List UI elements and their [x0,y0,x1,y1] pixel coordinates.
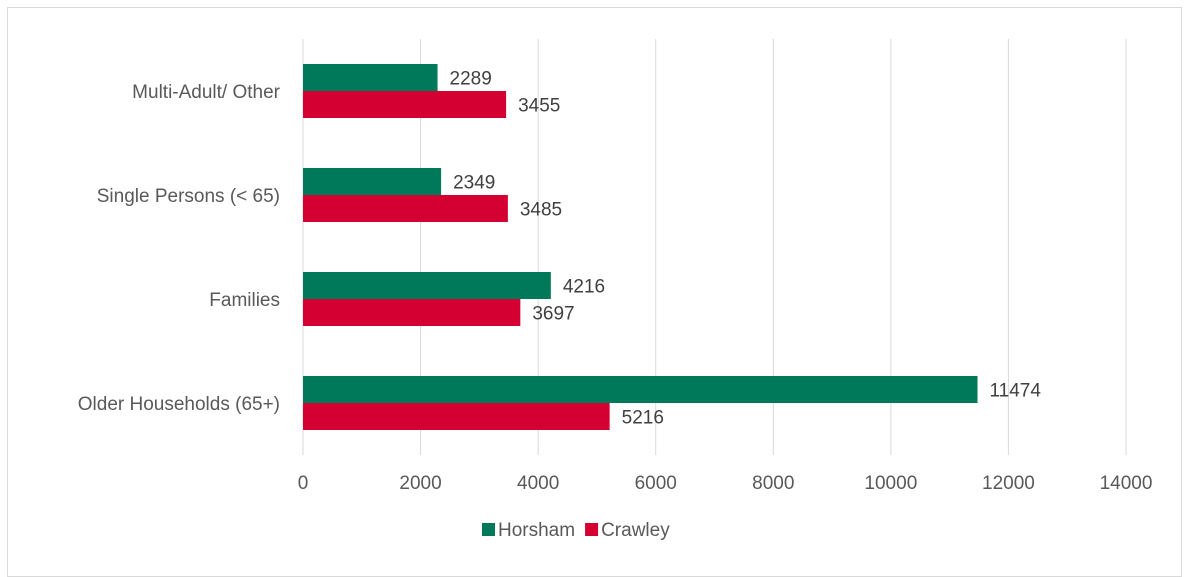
data-labels: 11474 5216 4216 3697 2349 3485 2289 3455 [450,69,1042,429]
data-label: 5216 [622,408,664,429]
data-label: 2349 [453,173,495,194]
x-tick-label: 6000 [635,473,677,494]
legend-swatch [585,523,599,536]
chart-frame [7,7,1182,577]
bar-crawley [303,403,610,430]
bars [303,64,978,430]
data-label: 3485 [520,200,562,221]
x-tick-label: 14000 [1100,473,1153,494]
category-label: Single Persons (< 65) [97,186,280,207]
data-label: 3455 [518,96,560,117]
x-axis-ticks: 0 2000 4000 6000 8000 10000 12000 14000 [298,473,1153,494]
legend-label: Horsham [498,520,575,541]
bar-crawley [303,299,521,326]
x-tick-label: 0 [298,473,309,494]
bar-horsham [303,168,442,195]
legend: Horsham Crawley [482,520,670,541]
legend-swatch [482,523,495,536]
x-tick-label: 12000 [982,473,1035,494]
x-tick-label: 4000 [517,473,559,494]
data-label: 11474 [990,381,1042,402]
category-label: Families [209,290,280,311]
data-label: 3697 [532,304,574,325]
data-label: 4216 [563,277,605,298]
bar-crawley [303,91,507,118]
category-label: Multi-Adult/ Other [132,82,280,103]
category-labels: Older Households (65+) Families Single Per… [78,82,281,415]
legend-label: Crawley [601,520,670,541]
x-tick-label: 2000 [399,473,441,494]
x-tick-label: 10000 [864,473,917,494]
bar-horsham [303,272,551,299]
category-label: Older Households (65+) [78,394,280,415]
bar-crawley [303,195,508,222]
bar-horsham [303,64,438,91]
data-label: 2289 [450,69,492,90]
x-tick-label: 8000 [752,473,794,494]
bar-horsham [303,376,978,403]
